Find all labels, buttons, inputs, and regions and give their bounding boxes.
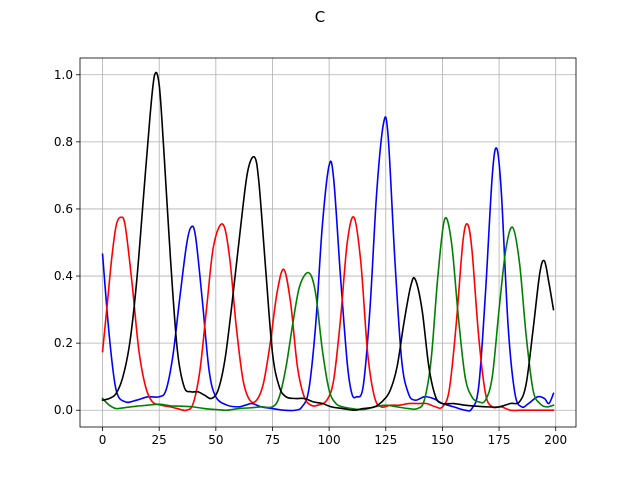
x-tick-label: 0 bbox=[99, 433, 107, 447]
x-tick-label: 100 bbox=[318, 433, 341, 447]
y-axis: 0.0 0.2 0.4 0.6 0.8 1.0 bbox=[54, 68, 80, 417]
series-line-0 bbox=[101, 116, 555, 412]
y-tick-label: 0.6 bbox=[54, 202, 73, 216]
x-tick-label: 125 bbox=[374, 433, 397, 447]
y-tick-label: 0.8 bbox=[54, 135, 73, 149]
y-tick-label: 0.2 bbox=[54, 336, 73, 350]
y-tick-label: 0.4 bbox=[54, 269, 73, 283]
x-tick-label: 200 bbox=[544, 433, 567, 447]
y-tick-label: 1.0 bbox=[54, 68, 73, 82]
series-line-1 bbox=[101, 215, 555, 412]
chart-title: C bbox=[315, 8, 325, 26]
x-tick-label: 175 bbox=[488, 433, 511, 447]
series-line-2 bbox=[101, 216, 555, 412]
series-line-3 bbox=[101, 71, 555, 412]
series-layer bbox=[101, 71, 555, 412]
x-axis: 0 25 50 75 100 125 150 175 200 bbox=[99, 427, 567, 447]
x-tick-label: 25 bbox=[152, 433, 167, 447]
x-tick-label: 50 bbox=[208, 433, 223, 447]
x-tick-label: 150 bbox=[431, 433, 454, 447]
x-tick-label: 75 bbox=[265, 433, 280, 447]
y-tick-label: 0.0 bbox=[54, 403, 73, 417]
axes-frame bbox=[79, 57, 577, 428]
grid-lines bbox=[80, 58, 576, 427]
